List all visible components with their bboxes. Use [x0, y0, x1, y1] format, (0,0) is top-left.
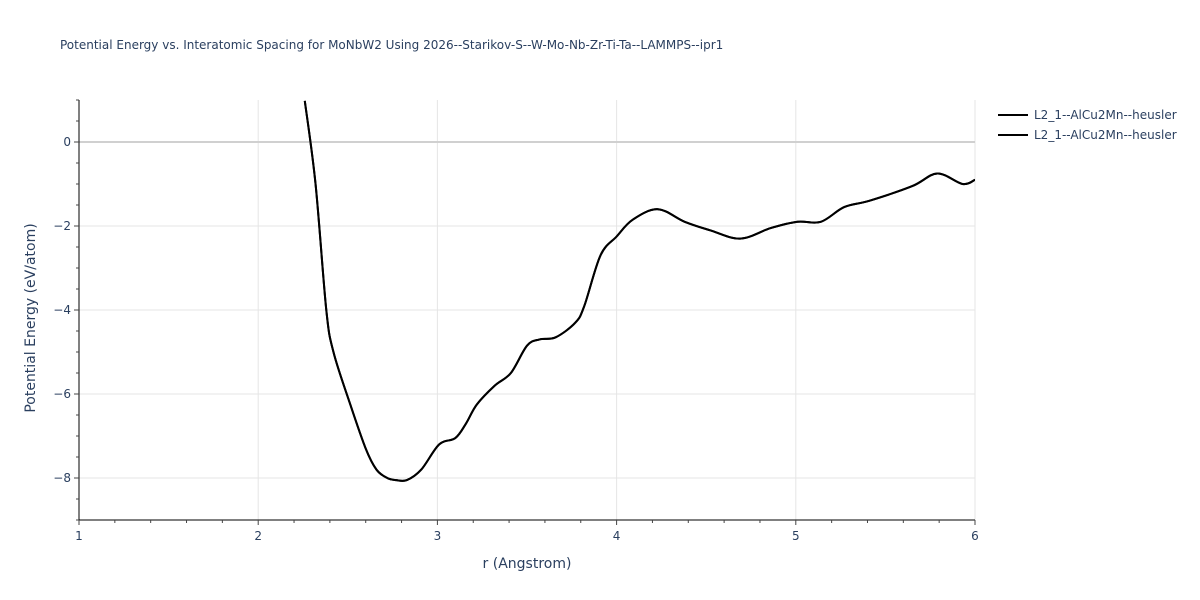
- svg-text:Potential Energy (eV/atom): Potential Energy (eV/atom): [23, 223, 39, 412]
- svg-text:−6: −6: [53, 387, 71, 401]
- data-series: [303, 100, 975, 482]
- svg-text:6: 6: [971, 529, 979, 543]
- axes: [74, 99, 976, 525]
- legend-line-icon: [998, 134, 1028, 136]
- svg-text:−8: −8: [53, 471, 71, 485]
- legend-label: L2_1--AlCu2Mn--heusler: [1034, 128, 1177, 142]
- series-line: [303, 100, 975, 482]
- axis-labels: 1 2 3 4 5 6 0 −2 −4 −6 −8 r (Angstrom) Potential Ene…: [23, 135, 979, 572]
- svg-text:2: 2: [254, 529, 262, 543]
- legend: L2_1--AlCu2Mn--heusler L2_1--AlCu2Mn--he…: [998, 105, 1177, 145]
- svg-text:−2: −2: [53, 219, 71, 233]
- svg-text:4: 4: [613, 529, 621, 543]
- svg-text:1: 1: [75, 529, 83, 543]
- legend-line-icon: [998, 114, 1028, 116]
- legend-label: L2_1--AlCu2Mn--heusler: [1034, 108, 1177, 122]
- svg-text:−4: −4: [53, 303, 71, 317]
- chart-title: Potential Energy vs. Interatomic Spacing…: [60, 38, 724, 52]
- svg-text:r (Angstrom): r (Angstrom): [483, 556, 572, 572]
- svg-text:3: 3: [434, 529, 442, 543]
- legend-item[interactable]: L2_1--AlCu2Mn--heusler: [998, 125, 1177, 145]
- svg-text:5: 5: [792, 529, 800, 543]
- gridlines: [79, 100, 976, 520]
- legend-item[interactable]: L2_1--AlCu2Mn--heusler: [998, 105, 1177, 125]
- series-line: [303, 100, 975, 482]
- svg-text:0: 0: [63, 135, 71, 149]
